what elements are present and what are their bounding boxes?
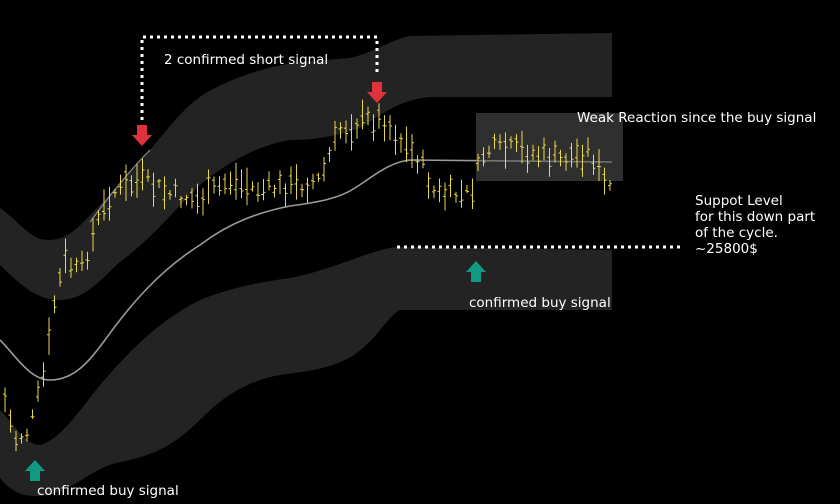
annotation: Suppot Level (695, 193, 783, 209)
upper-band (0, 33, 612, 300)
buy-arrow (25, 460, 45, 481)
annotation: confirmed buy signal (37, 483, 179, 499)
annotation: for this down part (695, 209, 815, 225)
annotation: 2 confirmed short signal (164, 52, 328, 68)
price-bars (3, 99, 612, 452)
annotation: Weak Reaction since the buy signal (577, 110, 816, 126)
annotation: ~25800$ (695, 241, 758, 257)
short-signal-bracket (140, 35, 379, 120)
annotation: of the cycle. (695, 225, 778, 241)
short-arrow (132, 125, 152, 146)
short-arrow (367, 82, 387, 103)
buy-arrow (466, 261, 486, 282)
lower-band (0, 247, 612, 497)
middle-line (0, 159, 613, 381)
annotation: confirmed buy signal (469, 295, 611, 311)
